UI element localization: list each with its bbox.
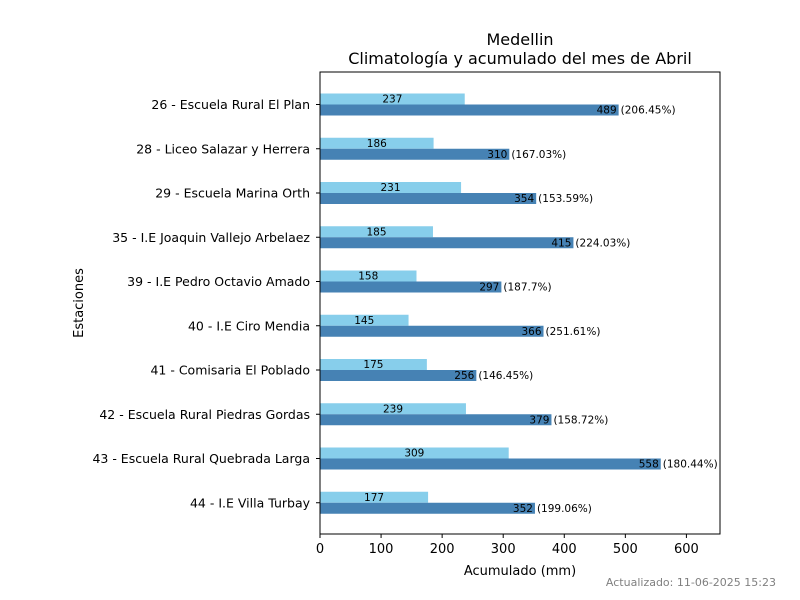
updated-timestamp: Actualizado: 11-06-2025 15:23	[606, 576, 776, 589]
x-axis-ticks: 0 100 200 300 400 500 600	[316, 534, 699, 557]
bar-climatologia	[320, 182, 462, 193]
bar-climatologia	[320, 226, 433, 238]
value-label-acumulado: 379	[529, 414, 549, 426]
category-label: 44 - I.E Villa Turbay	[190, 495, 311, 510]
bar-acumulado	[320, 325, 544, 337]
percent-label: (206.45%)	[621, 105, 676, 117]
bar-acumulado	[320, 281, 502, 293]
bar-acumulado	[320, 148, 510, 160]
bar-acumulado	[320, 104, 619, 116]
bar-acumulado	[320, 502, 535, 514]
value-label-climatologia: 309	[404, 448, 424, 460]
bar-climatologia	[320, 403, 466, 415]
bar-climatologia	[320, 491, 429, 503]
x-tick-label: 100	[369, 542, 394, 557]
value-label-acumulado: 415	[551, 237, 571, 249]
percent-label: (187.7%)	[503, 282, 551, 294]
chart-title: Medellin	[486, 30, 553, 49]
x-tick-label: 600	[674, 542, 699, 557]
value-label-climatologia: 177	[364, 492, 384, 504]
bar-acumulado	[320, 370, 477, 381]
x-tick-label: 400	[552, 542, 577, 557]
value-label-climatologia: 237	[382, 94, 402, 106]
category-label: 26 - Escuela Rural El Plan	[151, 97, 310, 112]
value-label-acumulado: 366	[521, 326, 541, 338]
category-label: 28 - Liceo Salazar y Herrera	[136, 141, 310, 156]
x-tick-label: 300	[491, 542, 516, 557]
chart-subtitle: Climatología y acumulado del mes de Abri…	[348, 49, 692, 68]
value-label-acumulado: 352	[513, 503, 533, 515]
value-label-acumulado: 310	[487, 149, 507, 161]
percent-label: (146.45%)	[478, 370, 533, 382]
bar-climatologia	[320, 314, 409, 326]
value-label-acumulado: 256	[454, 370, 474, 382]
x-tick-label: 500	[613, 542, 638, 557]
x-tick-label: 0	[316, 542, 324, 557]
category-label: 39 - I.E Pedro Octavio Amado	[127, 274, 310, 289]
value-label-acumulado: 297	[479, 282, 499, 294]
category-label: 40 - I.E Ciro Mendia	[188, 318, 310, 333]
bar-acumulado	[320, 237, 574, 249]
value-label-climatologia: 186	[367, 138, 387, 150]
value-label-climatologia: 175	[363, 359, 383, 371]
bar-climatologia	[320, 447, 509, 459]
value-label-climatologia: 239	[383, 403, 403, 415]
bar-climatologia	[320, 93, 465, 105]
bar-climatologia	[320, 137, 434, 149]
percent-label: (180.44%)	[663, 459, 718, 471]
percent-label: (167.03%)	[511, 149, 566, 161]
x-tick-label: 200	[430, 542, 455, 557]
category-label: 42 - Escuela Rural Piedras Gordas	[99, 407, 310, 422]
plot-frame	[319, 71, 721, 535]
percent-label: (153.59%)	[538, 193, 593, 205]
bar-acumulado	[320, 193, 537, 204]
percent-label: (199.06%)	[537, 503, 592, 515]
value-label-acumulado: 489	[597, 105, 617, 117]
bar-climatologia	[320, 270, 417, 282]
value-label-climatologia: 158	[358, 271, 378, 283]
percent-label: (224.03%)	[575, 237, 630, 249]
category-label: 35 - I.E Joaquin Vallejo Arbelaez	[112, 230, 310, 245]
value-label-acumulado: 558	[639, 459, 659, 471]
value-label-acumulado: 354	[514, 193, 534, 205]
bar-acumulado	[320, 458, 661, 470]
bar-climatologia	[320, 359, 427, 370]
bars-layer: 237 489 (206.45%) 186 310 (167.03%) 231 354 (153…	[320, 93, 718, 515]
percent-label: (158.72%)	[553, 414, 608, 426]
value-label-climatologia: 145	[354, 315, 374, 327]
value-label-climatologia: 185	[366, 226, 386, 238]
value-label-climatologia: 231	[381, 182, 401, 194]
bar-acumulado	[320, 414, 552, 426]
category-labels: 26 - Escuela Rural El Plan 28 - Liceo Sal…	[92, 97, 320, 510]
percent-label: (251.61%)	[546, 326, 601, 338]
category-label: 29 - Escuela Marina Orth	[155, 186, 310, 201]
x-axis-label: Acumulado (mm)	[464, 564, 576, 579]
category-label: 41 - Comisaria El Poblado	[150, 363, 310, 378]
y-axis-label: Estaciones	[72, 268, 87, 338]
category-label: 43 - Escuela Rural Quebrada Larga	[92, 451, 310, 466]
